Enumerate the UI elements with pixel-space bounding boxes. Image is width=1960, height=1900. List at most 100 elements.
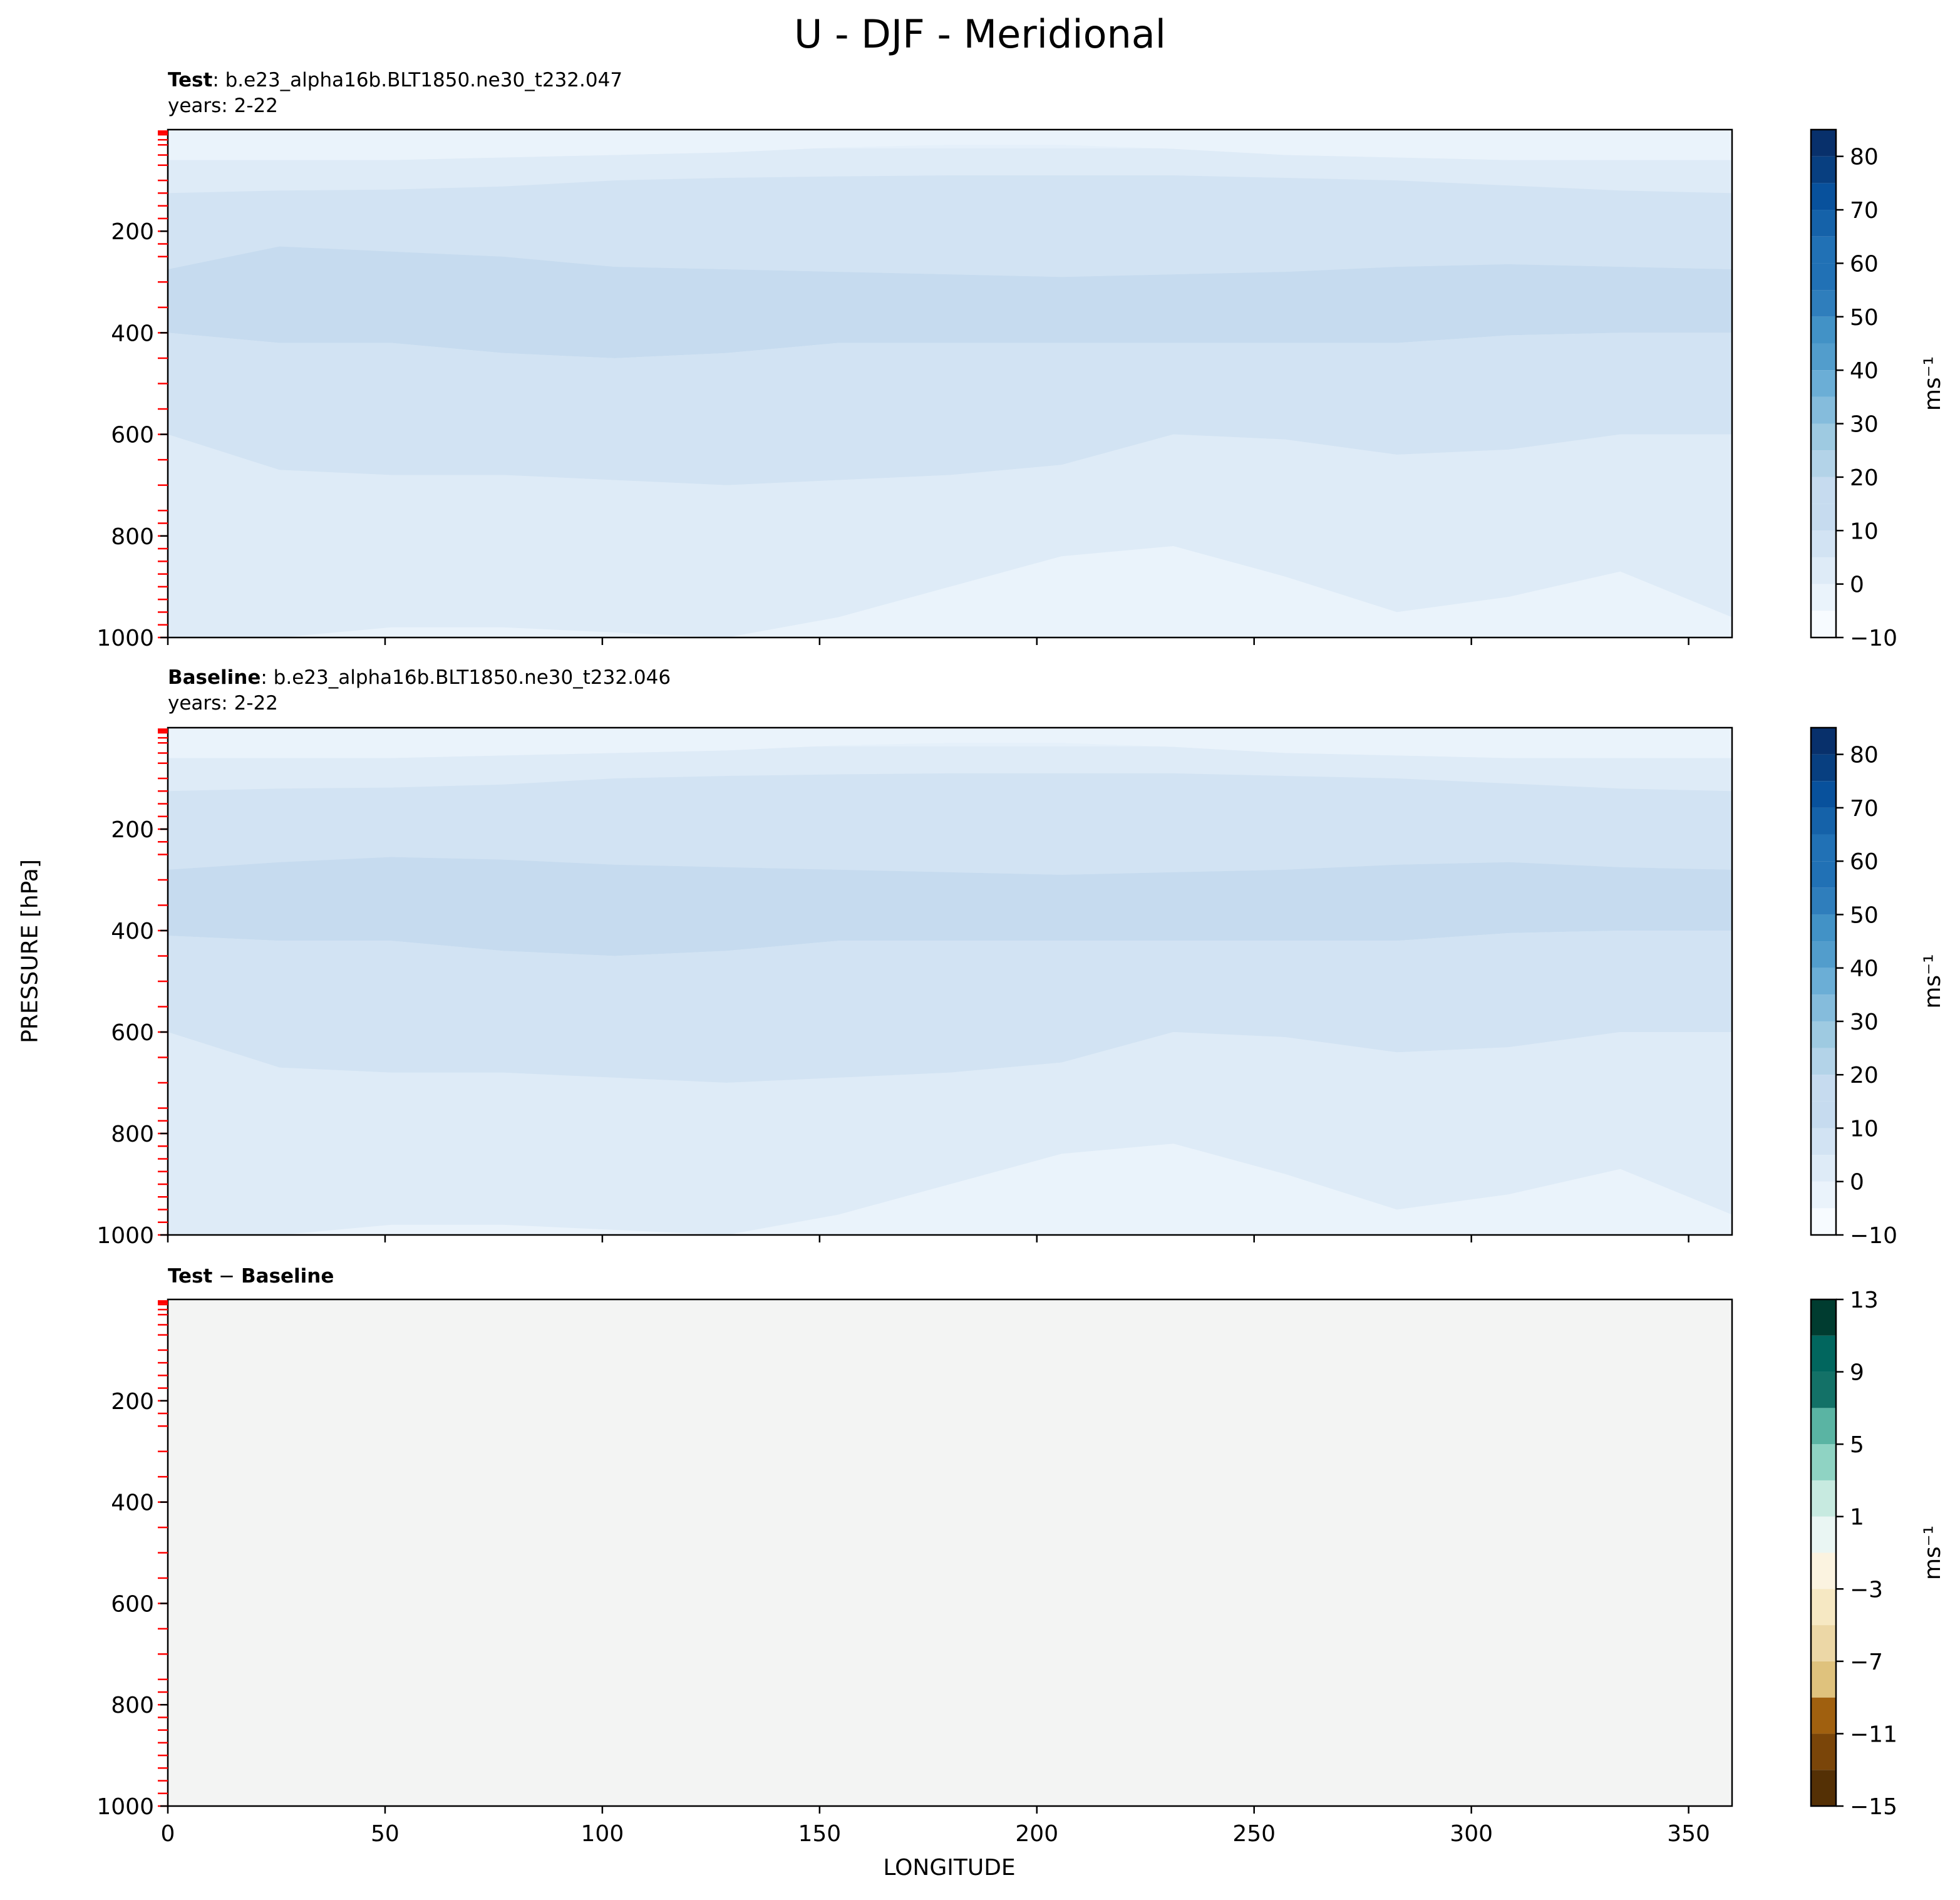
colorbar-segment: [1811, 781, 1836, 808]
baseline-years: years: 2-22: [168, 692, 278, 715]
colorbar-segment: [1811, 530, 1836, 557]
colorbar-segment: [1811, 263, 1836, 291]
colorbar-segment: [1811, 941, 1836, 968]
contour-band: [168, 434, 1732, 638]
colorbar-segment: [1811, 1625, 1836, 1661]
colorbar-segment: [1811, 1208, 1836, 1235]
y-tick-label: 1000: [96, 1794, 154, 1820]
colorbar-segment: [1811, 343, 1836, 371]
colorbar-segment: [1811, 1181, 1836, 1209]
contour-band: [168, 857, 1732, 956]
colorbar-segment: [1811, 1516, 1836, 1553]
contour-band: [168, 1032, 1732, 1235]
colorbar-segment: [1811, 1048, 1836, 1075]
x-tick-label: 0: [161, 1821, 175, 1847]
test-panel-title: Test: b.e23_alpha16b.BLT1850.ne30_t232.0…: [168, 68, 622, 119]
colorbar-frame: [1810, 726, 1837, 1236]
panel-background: [168, 1299, 1732, 1806]
colorbar-label: ms⁻¹: [1920, 1526, 1946, 1580]
colorbar-tick-label: 13: [1850, 1288, 1879, 1313]
colorbar-tick-label: 30: [1850, 412, 1879, 438]
colorbar-label: ms⁻¹: [1920, 356, 1946, 411]
colorbar-tick-label: 20: [1850, 1063, 1879, 1088]
colorbar-segment: [1811, 1075, 1836, 1102]
x-tick-label: 250: [1232, 1821, 1276, 1847]
y-tick-label: 200: [111, 1389, 154, 1415]
colorbar-segment: [1811, 584, 1836, 611]
colorbar-segment: [1811, 1021, 1836, 1048]
colorbar-segment: [1811, 1661, 1836, 1698]
colorbar-segment: [1811, 914, 1836, 942]
colorbar-tick-label: 5: [1850, 1432, 1864, 1458]
colorbar-segment: [1811, 611, 1836, 638]
colorbar-frame: [1810, 1298, 1837, 1807]
colorbar-tick-label: 50: [1850, 305, 1879, 331]
colorbar-segment: [1811, 183, 1836, 210]
colorbar-tick-label: −10: [1850, 626, 1897, 651]
colorbar-segment: [1811, 887, 1836, 915]
colorbar-tick-label: 60: [1850, 849, 1879, 875]
y-tick-label: 400: [111, 919, 154, 944]
colorbar-segment: [1811, 994, 1836, 1021]
contour-band: [168, 175, 1732, 277]
test-title-case: : b.e23_alpha16b.BLT1850.ne30_t232.047: [212, 69, 623, 91]
colorbar-segment: [1811, 503, 1836, 531]
baseline-title-case: : b.e23_alpha16b.BLT1850.ne30_t232.046: [260, 666, 671, 689]
colorbar-segment: [1811, 1589, 1836, 1626]
y-tick-label: 200: [111, 817, 154, 843]
colorbar-tick-label: 40: [1850, 358, 1879, 384]
colorbar-tick-label: 80: [1850, 145, 1879, 170]
colorbar-segment: [1811, 396, 1836, 424]
colorbar-tick-label: −3: [1850, 1577, 1883, 1603]
y-tick-label: 600: [111, 423, 154, 448]
contour-band: [168, 743, 1732, 792]
colorbar-tick-label: 40: [1850, 956, 1879, 982]
contour-band: [168, 1144, 1732, 1235]
colorbar-segment: [1811, 316, 1836, 344]
diff-title-minus: −: [212, 1265, 242, 1288]
contour-band-top: [168, 728, 1732, 746]
colorbar-tick-label: 50: [1850, 902, 1879, 928]
y-tick-label: 800: [111, 1693, 154, 1718]
x-axis-label: LONGITUDE: [883, 1855, 1016, 1881]
colorbar-segment: [1811, 1371, 1836, 1408]
y-tick-label: 1000: [96, 626, 154, 651]
x-tick-label: 100: [581, 1821, 624, 1847]
colorbar-tick-label: 70: [1850, 796, 1879, 822]
colorbar-segment: [1811, 1552, 1836, 1589]
x-tick-label: 300: [1450, 1821, 1493, 1847]
colorbar-label: ms⁻¹: [1920, 954, 1946, 1008]
colorbar-segment: [1811, 130, 1836, 157]
colorbar-tick-label: −7: [1850, 1650, 1883, 1675]
colorbar-tick-label: 80: [1850, 743, 1879, 768]
colorbar-segment: [1811, 834, 1836, 862]
y-tick-label: 200: [111, 219, 154, 245]
colorbar-segment: [1811, 423, 1836, 451]
y-tick-label: 600: [111, 1591, 154, 1617]
colorbar-segment: [1811, 370, 1836, 397]
colorbar-tick-label: 1: [1850, 1505, 1864, 1531]
colorbar-segment: [1811, 1733, 1836, 1770]
colorbar-segment: [1811, 1101, 1836, 1128]
contour-band: [168, 773, 1732, 875]
colorbar-tick-label: 70: [1850, 198, 1879, 224]
colorbar-segment: [1811, 861, 1836, 888]
x-tick-label: 50: [371, 1821, 400, 1847]
y-tick-label: 400: [111, 1490, 154, 1516]
colorbar-tick-label: 9: [1850, 1360, 1864, 1386]
colorbar-segment: [1811, 1444, 1836, 1480]
figure-title: U - DJF - Meridional: [793, 11, 1167, 57]
colorbar-segment: [1811, 236, 1836, 264]
colorbar-segment: [1811, 1155, 1836, 1182]
colorbar-segment: [1811, 754, 1836, 782]
contour-band-top: [168, 130, 1732, 148]
baseline-title-bold: Baseline: [168, 666, 261, 689]
colorbar-tick-label: −15: [1850, 1794, 1897, 1820]
colorbar-tick-label: −11: [1850, 1722, 1897, 1747]
contour-band: [168, 145, 1732, 194]
colorbar-segment: [1811, 557, 1836, 584]
colorbar-frame: [1810, 128, 1837, 639]
baseline-panel-title: Baseline: b.e23_alpha16b.BLT1850.ne30_t2…: [168, 665, 671, 716]
test-years: years: 2-22: [168, 95, 278, 117]
x-tick-label: 150: [798, 1821, 841, 1847]
